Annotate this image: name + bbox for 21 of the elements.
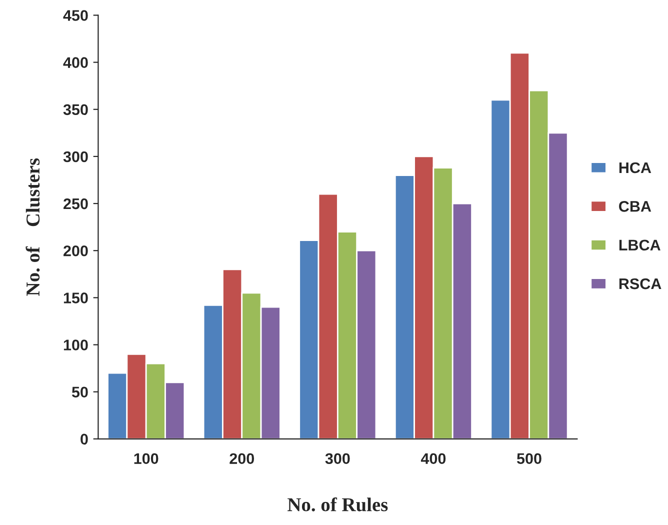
x-tick-label: 100: [134, 453, 158, 464]
x-tick-label: 400: [420, 453, 446, 464]
x-tick-label: 300: [325, 453, 350, 464]
y-tick-label: 250: [64, 198, 88, 210]
y-tick-label: 200: [64, 245, 88, 256]
y-axis-title: No. of Clusters: [26, 158, 40, 296]
x-tick-label: 200: [230, 453, 254, 464]
y-tick-label: 50: [72, 386, 88, 398]
y-tick-label: 0: [80, 434, 88, 445]
y-tick-label: 450: [63, 10, 88, 21]
y-tick-label: 400: [63, 57, 88, 68]
legend-label: RSCA: [619, 278, 662, 290]
x-axis-title: No. of Rules: [288, 497, 388, 512]
y-tick-label: 100: [64, 340, 88, 350]
y-tick-label: 150: [64, 292, 88, 304]
legend-label: HCA: [619, 162, 652, 174]
x-tick-label: 500: [516, 453, 542, 464]
y-tick-label: 350: [63, 104, 88, 116]
y-tick-label: 300: [63, 151, 88, 162]
legend-label: LBCA: [619, 240, 660, 251]
legend-label: CBA: [619, 201, 652, 212]
